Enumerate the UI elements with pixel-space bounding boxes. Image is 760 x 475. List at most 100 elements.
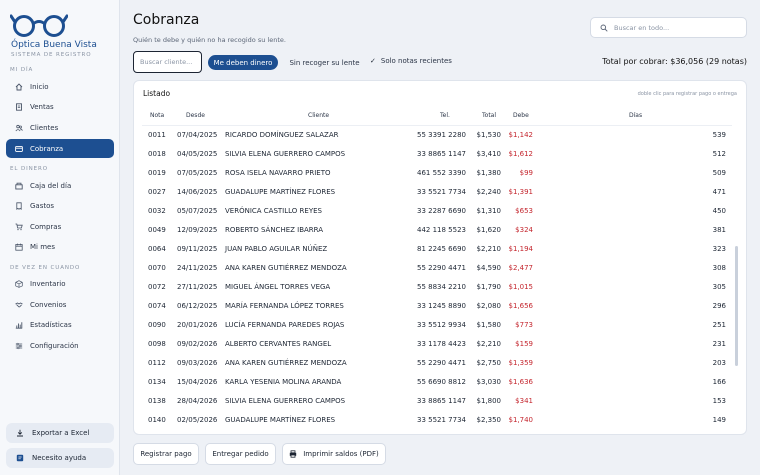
cell-total: $1,530 [476, 131, 502, 139]
cell-desde: 28/04/2026 [177, 397, 218, 405]
cell-cliente: KARLA YESENIA MOLINA ARANDA [225, 378, 342, 386]
cell-total: $2,210 [476, 245, 502, 253]
table-row[interactable]: 0138 28/04/2026 SILVIA ELENA GUERRERO CAMP… [134, 392, 734, 411]
cell-cliente: GUADALUPE MARTÍNEZ FLORES [225, 188, 336, 196]
column-header-dias[interactable]: Días [629, 112, 643, 119]
table-row[interactable]: 0011 07/04/2025 RICARDO DOMÍNGUEZ SALAZAR 5… [134, 126, 734, 145]
cell-desde: 09/02/2026 [177, 340, 218, 348]
help-button[interactable]: Necesito ayuda [6, 448, 114, 468]
global-search[interactable] [590, 17, 747, 38]
cell-dias: 539 [712, 131, 726, 139]
register-payment-button[interactable]: Registrar pago [133, 443, 199, 465]
deliver-order-button[interactable]: Entregar pedido [205, 443, 276, 465]
download-icon [16, 429, 24, 437]
cell-tel: 55 8834 2210 [417, 283, 466, 291]
print-balances-label: Imprimir saldos (PDF) [303, 450, 379, 458]
table-row[interactable]: 0018 04/05/2025 SILVIA ELENA GUERRERO CAMP… [134, 145, 734, 164]
cell-nota: 0018 [148, 150, 166, 158]
cell-tel: 442 118 5523 [417, 226, 466, 234]
column-header-desde[interactable]: Desde [186, 112, 205, 119]
column-header-cliente[interactable]: Cliente [308, 112, 330, 119]
table-row[interactable]: 0027 14/06/2025 GUADALUPE MARTÍNEZ FLORES 3… [134, 183, 734, 202]
cell-debe: $773 [515, 321, 533, 329]
sidebar-item-estadisticas[interactable]: Estadísticas [6, 315, 114, 334]
cell-debe: $653 [515, 207, 533, 215]
cell-tel: 55 6690 8812 [417, 378, 466, 386]
table-row[interactable]: 0072 27/11/2025 MIGUEL ÁNGEL TORRES VEGA 55… [134, 278, 734, 297]
printer-icon [289, 450, 297, 458]
brand-name: Óptica Buena Vista [11, 40, 97, 50]
cell-debe: $1,194 [508, 245, 534, 253]
recent-notes-label: Solo notas recientes [380, 57, 452, 65]
table-row[interactable]: 0090 20/01/2026 LUCÍA FERNANDA PAREDES ROJ… [134, 316, 734, 335]
cell-cliente: ANA KAREN GUTIÉRREZ MENDOZA [225, 359, 347, 367]
print-balances-button[interactable]: Imprimir saldos (PDF) [282, 443, 386, 465]
column-header-total[interactable]: Total [482, 112, 497, 119]
sidebar-item-configuracion[interactable]: Configuración [6, 336, 114, 355]
cell-total: $2,080 [476, 302, 502, 310]
cell-tel: 33 5521 7734 [417, 416, 466, 424]
table-row[interactable]: 0098 09/02/2026 ALBERTO CERVANTES RANGEL 33… [134, 335, 734, 354]
cell-cliente: ROSA ISELA NAVARRO PRIETO [225, 169, 331, 177]
sidebar-item-convenios[interactable]: Convenios [6, 295, 114, 314]
table-scrollbar[interactable] [735, 246, 738, 366]
cash-icon [15, 182, 23, 190]
filter-owe-money[interactable]: Me deben dinero [208, 55, 278, 70]
cell-debe: $1,636 [508, 378, 534, 386]
cell-desde: 04/05/2025 [177, 150, 218, 158]
chart-icon [15, 321, 23, 329]
filter-not-picked-up[interactable]: Sin recoger su lente [289, 58, 360, 67]
table-row[interactable]: 0070 24/11/2025 ANA KAREN GUTIÉRREZ MENDOZ… [134, 259, 734, 278]
table-row[interactable]: 0032 05/07/2025 VERÓNICA CASTILLO REYES 33 … [134, 202, 734, 221]
cell-cliente: ROBERTO SÁNCHEZ IBARRA [225, 226, 324, 234]
cell-tel: 33 1178 4423 [417, 340, 466, 348]
cell-cliente: MIGUEL ÁNGEL TORRES VEGA [225, 283, 331, 291]
column-header-debe[interactable]: Debe [513, 112, 529, 119]
cell-tel: 55 2290 4471 [417, 264, 466, 272]
cell-desde: 20/01/2026 [177, 321, 218, 329]
cell-dias: 512 [712, 150, 726, 158]
export-excel-button[interactable]: Exportar a Excel [6, 423, 114, 443]
cell-total: $1,800 [476, 397, 502, 405]
sidebar-item-label: Inicio [30, 82, 49, 91]
sidebar-item-inventario[interactable]: Inventario [6, 274, 114, 293]
search-icon [600, 24, 608, 32]
sidebar-item-gastos[interactable]: Gastos [6, 196, 114, 215]
cell-cliente: SILVIA ELENA GUERRERO CAMPOS [225, 397, 346, 405]
table-row[interactable]: 0134 15/04/2026 KARLA YESENIA MOLINA ARAND… [134, 373, 734, 392]
table-row[interactable]: 0049 12/09/2025 ROBERTO SÁNCHEZ IBARRA 442 … [134, 221, 734, 240]
sidebar-item-clientes[interactable]: Clientes [6, 118, 114, 137]
sidebar-item-inicio[interactable]: Inicio [6, 77, 114, 96]
sidebar-item-label: Caja del día [30, 181, 72, 190]
cell-tel: 33 5512 9934 [417, 321, 466, 329]
section-label-day: MI DÍA [10, 67, 34, 73]
sidebar-item-ventas[interactable]: Ventas [6, 97, 114, 116]
sidebar-item-compras[interactable]: Compras [6, 217, 114, 236]
column-header-tel[interactable]: Tel. [440, 112, 450, 119]
global-search-input[interactable] [614, 23, 734, 32]
cell-tel: 81 2245 6690 [417, 245, 466, 253]
recent-notes-checkbox[interactable]: ✓ Solo notas recientes [370, 57, 452, 65]
sidebar-item-cobranza[interactable]: Cobranza [6, 139, 114, 158]
sidebar-item-label: Convenios [30, 300, 67, 309]
cell-total: $2,210 [476, 340, 502, 348]
column-header-nota[interactable]: Nota [150, 112, 165, 119]
cell-total: $3,030 [476, 378, 502, 386]
debts-table-card: Listado doble clic para registrar pago o… [133, 80, 747, 435]
table-row[interactable]: 0140 02/05/2026 GUADALUPE MARTÍNEZ FLORES 3… [134, 411, 734, 430]
page-title: Cobranza [133, 12, 200, 28]
cell-debe: $1,359 [508, 359, 534, 367]
table-row[interactable]: 0019 07/05/2025 ROSA ISELA NAVARRO PRIETO 4… [134, 164, 734, 183]
cell-debe: $1,015 [508, 283, 534, 291]
table-row[interactable]: 0074 06/12/2025 MARÍA FERNANDA LÓPEZ TORRE… [134, 297, 734, 316]
client-search-input[interactable] [133, 51, 202, 73]
table-row[interactable]: 0064 09/11/2025 JUAN PABLO AGUILAR NÚÑEZ 81… [134, 240, 734, 259]
cell-nota: 0027 [148, 188, 166, 196]
table-row[interactable]: 0112 09/03/2026 ANA KAREN GUTIÉRREZ MENDOZ… [134, 354, 734, 373]
cell-dias: 305 [712, 283, 726, 291]
cell-tel: 55 2290 4471 [417, 359, 466, 367]
cell-debe: $99 [519, 169, 533, 177]
sidebar-item-caja-del-dia[interactable]: Caja del día [6, 176, 114, 195]
sidebar-item-mi-mes[interactable]: Mi mes [6, 237, 114, 256]
sidebar-item-label: Gastos [30, 201, 55, 210]
